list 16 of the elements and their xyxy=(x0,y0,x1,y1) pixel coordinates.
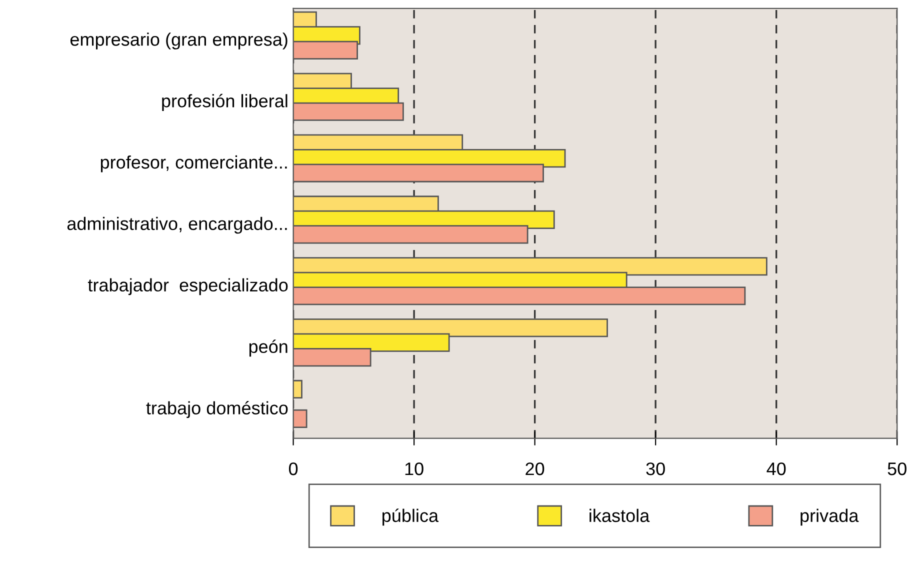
x-tick-label: 10 xyxy=(405,462,424,476)
x-tick-label: 30 xyxy=(646,462,665,476)
x-tick-label: 0 xyxy=(288,462,298,476)
y-tick-label: profesión liberal xyxy=(162,94,288,111)
x-tick-label: 50 xyxy=(888,462,906,476)
y-tick-label: trabajador especializado xyxy=(88,278,288,296)
x-tick-label: 20 xyxy=(526,462,544,476)
y-tick-label: peón xyxy=(249,340,288,357)
legend-label: pública xyxy=(382,508,439,526)
y-tick-label: profesor, comerciante... xyxy=(100,155,287,172)
y-tick-label: administrativo, encargado... xyxy=(67,216,287,234)
y-tick-label: empresario (gran empresa) xyxy=(70,32,288,50)
legend-label: ikastola xyxy=(590,508,650,522)
y-tick-label: trabajo doméstico xyxy=(146,401,288,418)
legend-label: privada xyxy=(800,508,859,526)
x-tick-label: 40 xyxy=(766,462,786,476)
